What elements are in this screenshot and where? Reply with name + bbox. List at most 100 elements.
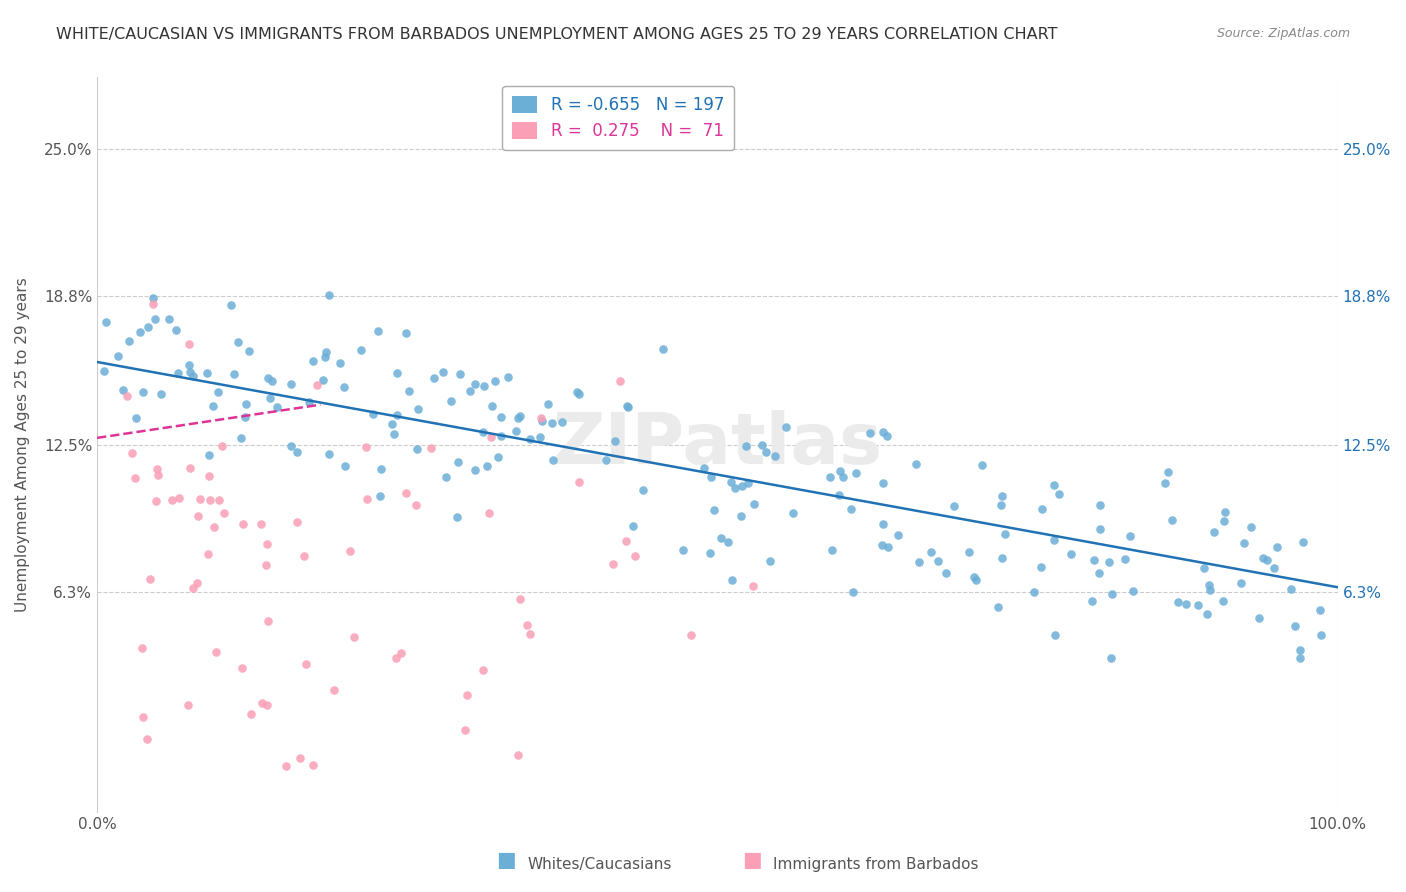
Point xyxy=(699,546,721,560)
Point xyxy=(870,538,893,552)
Point xyxy=(207,492,229,507)
Point xyxy=(1198,577,1220,591)
Point xyxy=(368,489,391,503)
Point xyxy=(1098,556,1121,570)
Point xyxy=(107,349,129,363)
Point xyxy=(131,709,153,723)
Point xyxy=(471,425,494,440)
Point xyxy=(782,506,804,520)
Point xyxy=(1284,619,1306,633)
Point xyxy=(904,457,927,471)
Point xyxy=(361,407,384,421)
Point xyxy=(229,431,252,445)
Point xyxy=(603,434,626,449)
Point xyxy=(232,516,254,531)
Point xyxy=(927,554,949,568)
Point xyxy=(1230,575,1253,590)
Point xyxy=(908,555,931,569)
Point xyxy=(703,503,725,517)
Point xyxy=(177,337,200,351)
Point xyxy=(142,291,165,305)
Point xyxy=(742,579,765,593)
Point xyxy=(751,437,773,451)
Point xyxy=(157,312,180,326)
Point xyxy=(432,365,454,379)
Point xyxy=(991,490,1014,504)
Point xyxy=(506,748,529,763)
Point xyxy=(568,475,591,489)
Point xyxy=(318,288,340,302)
Point xyxy=(568,386,591,401)
Point xyxy=(1212,594,1234,608)
Point xyxy=(994,527,1017,541)
Point xyxy=(872,476,894,491)
Point xyxy=(1256,553,1278,567)
Point xyxy=(1263,561,1285,575)
Point xyxy=(963,570,986,584)
Point xyxy=(198,492,221,507)
Point xyxy=(142,297,165,311)
Point xyxy=(1088,566,1111,580)
Point xyxy=(987,600,1010,615)
Point xyxy=(529,430,551,444)
Point xyxy=(447,455,470,469)
Point xyxy=(624,549,647,563)
Point xyxy=(477,506,499,520)
Point xyxy=(920,544,942,558)
Point xyxy=(385,408,408,422)
Point xyxy=(1213,505,1236,519)
Point xyxy=(395,326,418,340)
Point xyxy=(456,688,478,702)
Point xyxy=(131,641,153,656)
Point xyxy=(128,325,150,339)
Point xyxy=(472,663,495,677)
Point xyxy=(287,515,309,529)
Point xyxy=(1081,594,1104,608)
Point xyxy=(333,459,356,474)
Point xyxy=(167,491,190,505)
Point xyxy=(121,446,143,460)
Point xyxy=(1289,650,1312,665)
Point xyxy=(616,400,638,414)
Point xyxy=(188,492,211,507)
Point xyxy=(315,344,337,359)
Point xyxy=(93,364,115,378)
Point xyxy=(132,385,155,400)
Point xyxy=(460,384,482,398)
Point xyxy=(1029,559,1052,574)
Point xyxy=(737,475,759,490)
Point xyxy=(1114,552,1136,566)
Point xyxy=(1239,520,1261,534)
Point xyxy=(280,439,302,453)
Point xyxy=(201,399,224,413)
Point xyxy=(136,320,159,334)
Point xyxy=(202,519,225,533)
Point xyxy=(489,429,512,443)
Point xyxy=(970,458,993,472)
Y-axis label: Unemployment Among Ages 25 to 29 years: Unemployment Among Ages 25 to 29 years xyxy=(15,277,30,613)
Point xyxy=(160,492,183,507)
Point xyxy=(616,399,638,413)
Point xyxy=(1204,524,1226,539)
Point xyxy=(260,374,283,388)
Point xyxy=(205,645,228,659)
Point xyxy=(1251,551,1274,566)
Text: Immigrants from Barbados: Immigrants from Barbados xyxy=(773,857,979,872)
Point xyxy=(179,461,201,475)
Point xyxy=(406,442,429,456)
Point xyxy=(280,377,302,392)
Point xyxy=(266,401,288,415)
Point xyxy=(672,543,695,558)
Point xyxy=(446,509,468,524)
Point xyxy=(256,698,278,712)
Point xyxy=(406,401,429,416)
Point xyxy=(710,531,733,545)
Text: ■: ■ xyxy=(742,850,762,870)
Point xyxy=(496,370,519,384)
Point xyxy=(859,425,882,440)
Point xyxy=(454,723,477,738)
Point xyxy=(222,367,245,381)
Point xyxy=(219,298,242,312)
Point xyxy=(423,371,446,385)
Point xyxy=(755,445,778,459)
